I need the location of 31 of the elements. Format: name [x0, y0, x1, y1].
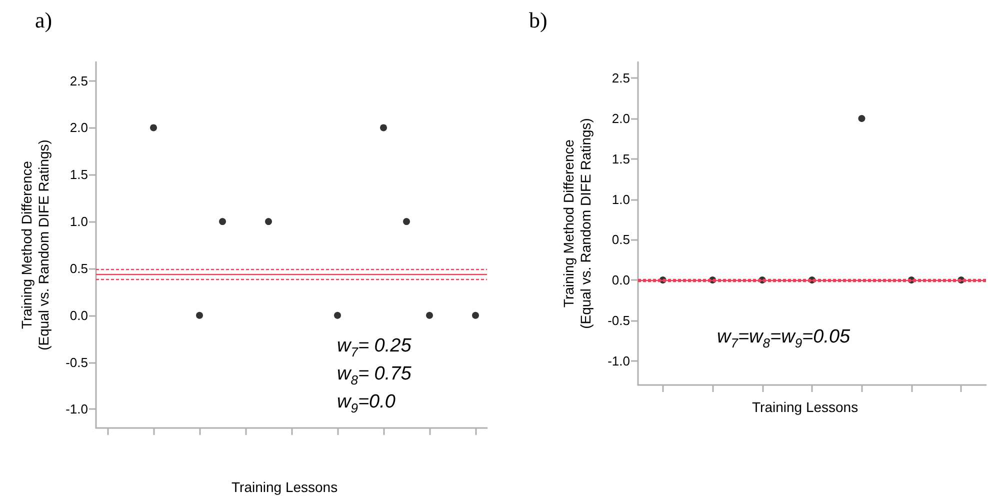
y-tick-label: 2.0 [612, 111, 630, 126]
x-axis-title: Training Lessons [752, 399, 858, 415]
chart-title: b) [529, 8, 548, 32]
y-tick-label: 1.0 [70, 214, 88, 230]
y-tick-label: -1.0 [608, 353, 630, 368]
y-tick-label: 1.0 [612, 192, 630, 207]
y-tick-label: 2.5 [612, 70, 630, 86]
y-tick-label: 0.5 [612, 232, 630, 248]
y-tick-label: 0.0 [612, 272, 630, 288]
y-tick-label: 0.5 [70, 260, 88, 276]
point [219, 218, 226, 226]
y-tick-label: 0.0 [70, 308, 88, 323]
x-axis-title: Training Lessons [232, 479, 338, 495]
y-tick-label: -0.5 [608, 312, 630, 328]
point [150, 124, 157, 132]
y-tick-label: 1.5 [612, 151, 630, 166]
y-axis-title: Training Method Difference (Equal vs. Random DIFE Ratings) [18, 140, 52, 350]
point [403, 218, 410, 226]
point [380, 124, 387, 132]
point [265, 218, 272, 226]
chart-title: a) [35, 8, 52, 32]
point [196, 312, 203, 319]
y-tick-label: 2.5 [70, 73, 88, 88]
point [472, 312, 479, 319]
point [334, 312, 341, 319]
y-tick-label: 1.5 [70, 167, 88, 182]
point [426, 312, 433, 319]
y-tick-label: -1.0 [66, 402, 88, 417]
y-tick-label: -0.5 [66, 354, 88, 370]
y-axis-title: Training Method Difference (Equal vs. Random DIFE Ratings) [560, 118, 594, 329]
y-tick-label: 2.0 [70, 120, 88, 136]
